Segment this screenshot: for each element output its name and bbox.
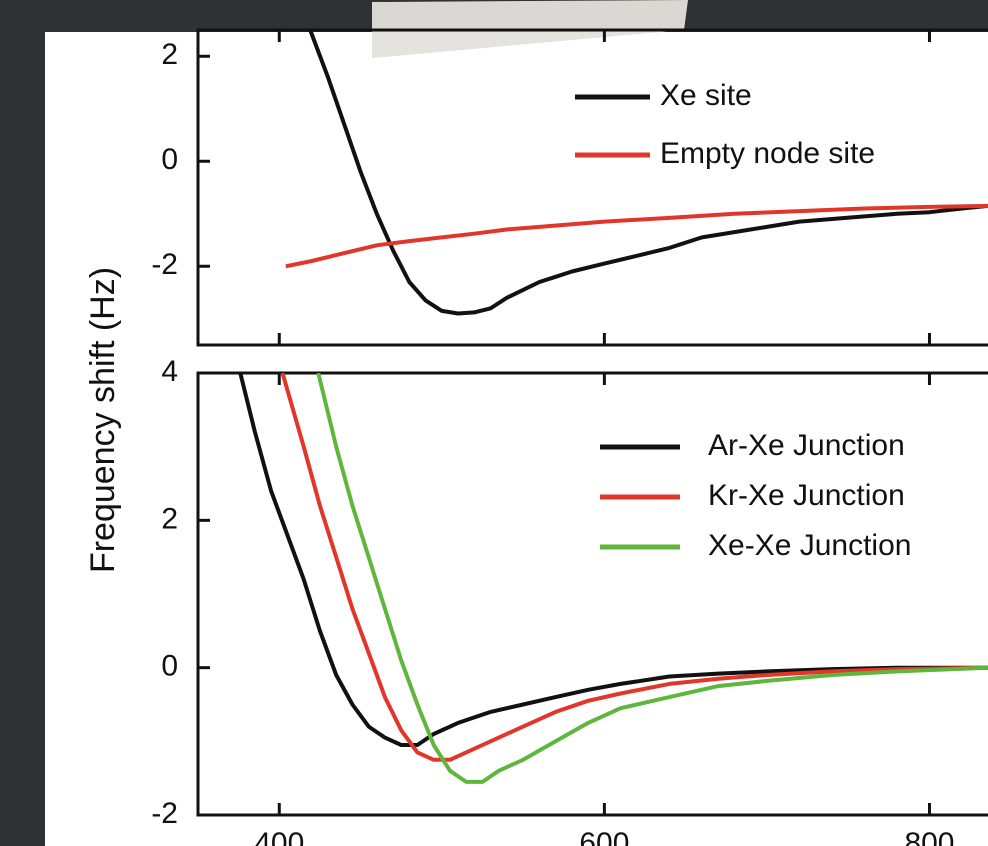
x-tick-label: 400 (254, 827, 304, 846)
y-tick-label: 2 (161, 502, 178, 535)
panel (45, 32, 988, 846)
y-tick-label: 2 (161, 38, 178, 71)
y-tick-label: 0 (161, 143, 178, 176)
axis-frame (196, 28, 988, 347)
y-tick-label: -2 (151, 248, 178, 281)
legend-label: Empty node site (660, 137, 875, 170)
y-tick-label: -2 (151, 797, 178, 830)
x-tick-label: 600 (579, 827, 629, 846)
data-line (238, 373, 988, 747)
y-tick-label: 0 (161, 650, 178, 683)
plot-area (285, 30, 988, 316)
x-tick-label: 800 (904, 827, 954, 846)
data-line (280, 373, 988, 762)
plot-area (238, 373, 988, 784)
data-line (285, 203, 988, 269)
y-axis-label: Frequency shift (Hz) (84, 267, 122, 573)
data-line (316, 373, 988, 784)
y-tick-label: 4 (161, 355, 178, 388)
legend-label: Ar-Xe Junction (708, 429, 905, 462)
legend-label: Xe site (660, 79, 752, 112)
legend-label: Kr-Xe Junction (708, 479, 905, 512)
legend-label: Xe-Xe Junction (708, 529, 911, 562)
axis-frame (196, 371, 988, 817)
